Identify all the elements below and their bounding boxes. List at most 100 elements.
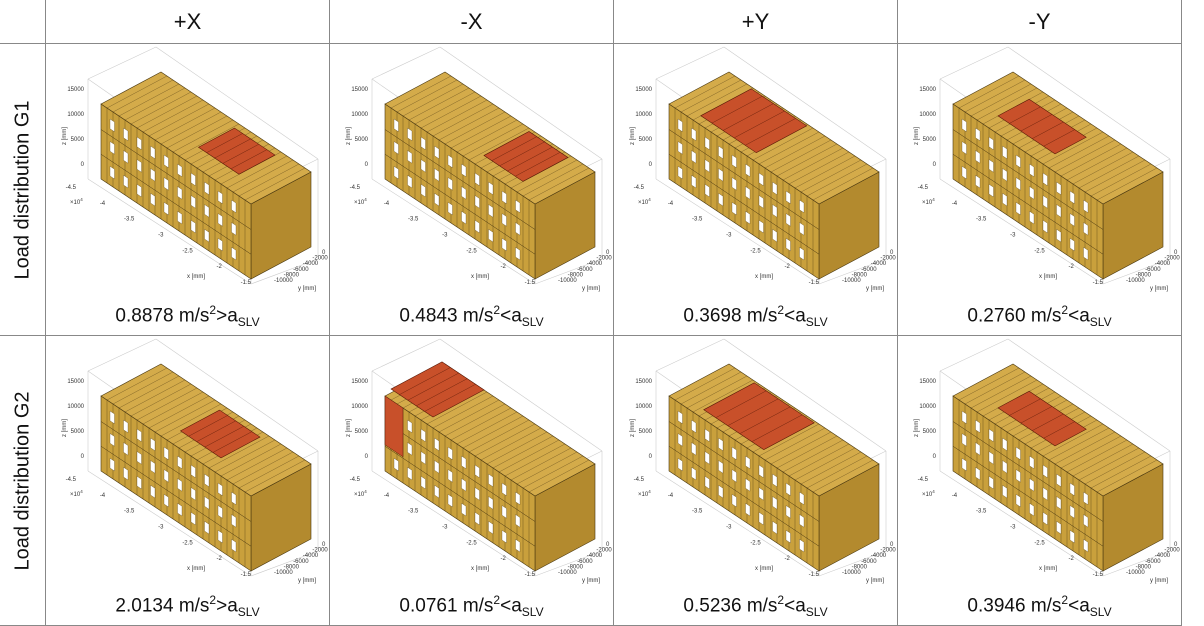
row-label: Load distribution G2 [11,391,34,570]
y-axis-label: y [mm] [866,578,884,584]
z-tick-label: 5000 [355,429,369,435]
caption-sub: SLV [1090,605,1112,619]
x-tick-label: -2 [784,264,790,270]
x-scale: ×104 [638,197,651,206]
x-scale-exp: 4 [80,197,83,202]
x-tick-label: -2 [1068,264,1074,270]
caption: 0.3946 m/s2<aSLV [898,593,1181,619]
row-label-cell: Load distribution G2 [0,336,46,626]
x-tick-label: -4.5 [350,185,361,191]
z-tick-label: 5000 [639,429,653,435]
z-tick-label: 15000 [351,87,368,93]
caption-relation: <a [1068,595,1090,616]
z-tick-label: 15000 [351,379,368,385]
x-tick-label: -3.5 [408,509,419,515]
y-tick-label: -10000 [274,570,293,576]
x-axis-label: x [mm] [187,566,205,572]
caption: 0.4843 m/s2<aSLV [330,303,613,329]
y-tick-label: -10000 [558,570,577,576]
caption: 0.2760 m/s2<aSLV [898,303,1181,329]
plot: 150001000050000z [mm]-4.5-4-3.5-3-2.5-2-… [898,44,1182,294]
caption-value: 0.5236 m/s [683,595,777,616]
z-tick-label: 10000 [919,404,936,410]
x-tick-label: -3 [442,525,448,531]
z-tick-label: 5000 [355,137,369,143]
z-tick-label: 10000 [635,404,652,410]
z-tick-label: 10000 [351,404,368,410]
axis-frame [372,339,440,371]
caption-sub: SLV [806,315,828,329]
caption: 0.0761 m/s2<aSLV [330,593,613,619]
axis-frame [940,339,1008,371]
x-tick-label: -3 [158,233,164,239]
axis-frame [940,47,1008,79]
x-axis-label: x [mm] [755,566,773,572]
z-tick-label: 0 [649,162,653,168]
plot-cell: 150001000050000z [mm]-4.5-4-3.5-3-2.5-2-… [330,44,614,336]
plot: 150001000050000z [mm]-4.5-4-3.5-3-2.5-2-… [46,336,330,586]
x-tick-label: -3.5 [976,509,987,515]
x-tick-label: -3.5 [976,217,987,223]
caption: 0.8878 m/s2>aSLV [46,303,329,329]
x-tick-label: -3 [442,233,448,239]
x-axis-label: x [mm] [471,274,489,280]
x-tick-label: -2.5 [182,248,193,254]
y-tick-label: -10000 [1126,570,1145,576]
x-tick-label: -3.5 [692,217,703,223]
x-tick-label: -4 [384,201,390,207]
x-scale-exp: 4 [932,489,935,494]
plot: 150001000050000z [mm]-4.5-4-3.5-3-2.5-2-… [898,336,1182,586]
y-tick-label: -10000 [274,278,293,284]
x-scale-exp: 4 [648,197,651,202]
x-tick-label: -2 [1068,556,1074,562]
caption-sub: SLV [522,315,544,329]
x-tick-label: -2 [216,556,222,562]
caption-relation: <a [1068,305,1090,326]
x-tick-label: -2 [500,264,506,270]
z-tick-label: 5000 [923,429,937,435]
x-tick-label: -4 [952,201,958,207]
caption-relation: <a [784,595,806,616]
plot: 150001000050000z [mm]-4.5-4-3.5-3-2.5-2-… [46,44,330,294]
z-tick-label: 10000 [635,112,652,118]
z-tick-label: 0 [933,454,937,460]
x-scale-exp: 4 [80,489,83,494]
x-tick-label: -4.5 [350,477,361,483]
z-tick-label: 15000 [635,87,652,93]
x-tick-label: -3.5 [124,509,135,515]
x-tick-label: -4.5 [918,477,929,483]
column-header: +Y [614,0,898,44]
z-axis-label: z [mm] [630,419,636,437]
y-axis-label: y [mm] [298,286,316,292]
z-axis-label: z [mm] [346,419,352,437]
x-tick-label: -1.5 [1093,280,1104,286]
z-tick-label: 5000 [639,137,653,143]
plot-cell: 150001000050000z [mm]-4.5-4-3.5-3-2.5-2-… [614,44,898,336]
column-header: -Y [898,0,1182,44]
axis-frame [372,47,440,79]
z-tick-label: 0 [81,162,85,168]
x-tick-label: -3 [726,525,732,531]
x-tick-label: -4.5 [918,185,929,191]
axis-frame [88,339,156,371]
caption-value: 0.2760 m/s [967,305,1061,326]
z-axis-label: z [mm] [914,127,920,145]
z-tick-label: 15000 [635,379,652,385]
caption-value: 0.0761 m/s [399,595,493,616]
column-header: -X [330,0,614,44]
x-tick-label: -4 [668,201,674,207]
z-tick-label: 10000 [351,112,368,118]
plot: 150001000050000z [mm]-4.5-4-3.5-3-2.5-2-… [330,44,614,294]
x-axis-label: x [mm] [1039,566,1057,572]
x-tick-label: -1.5 [241,572,252,578]
x-tick-label: -4.5 [634,185,645,191]
x-tick-label: -2 [784,556,790,562]
y-tick-label: -10000 [1126,278,1145,284]
z-axis-label: z [mm] [62,127,68,145]
x-tick-label: -1.5 [241,280,252,286]
row-label: Load distribution G1 [11,100,34,279]
x-tick-label: -4.5 [634,477,645,483]
plot-cell: 150001000050000z [mm]-4.5-4-3.5-3-2.5-2-… [330,336,614,626]
y-axis-label: y [mm] [582,578,600,584]
caption-sub: SLV [238,315,260,329]
